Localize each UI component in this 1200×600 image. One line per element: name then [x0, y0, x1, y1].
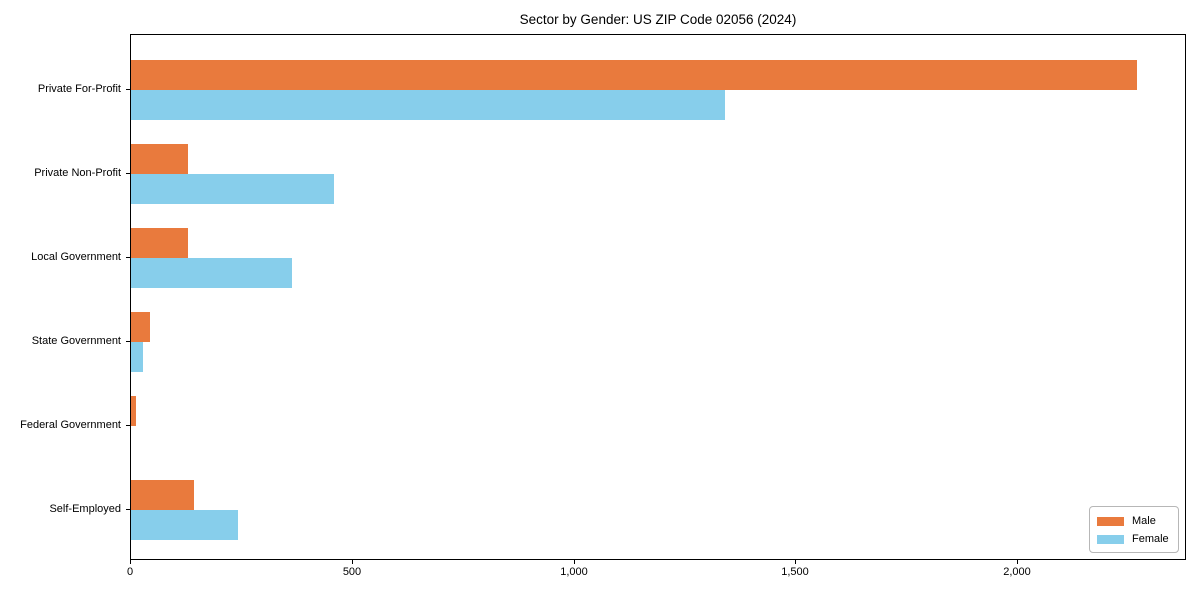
x-axis-tick-label: 500 [342, 566, 362, 578]
legend-label-female: Female [1132, 533, 1169, 545]
bar-female-2 [131, 258, 292, 288]
chart-title: Sector by Gender: US ZIP Code 02056 (202… [519, 12, 797, 27]
bar-male-3 [131, 312, 150, 342]
x-axis-tick [574, 560, 575, 564]
x-axis-tick-label: 2,000 [1003, 566, 1031, 578]
bar-male-2 [131, 228, 188, 258]
legend-entry-female: Female [1090, 530, 1178, 548]
bar-female-3 [131, 342, 143, 372]
bar-female-0 [131, 90, 725, 120]
y-axis-label: Federal Government [20, 419, 121, 431]
y-axis-label: Private Non-Profit [34, 167, 121, 179]
bar-male-5 [131, 480, 194, 510]
y-axis-tick [126, 257, 130, 258]
x-axis-tick-label: 0 [126, 566, 134, 578]
x-axis-tick [1017, 560, 1018, 564]
y-axis-tick [126, 425, 130, 426]
x-axis-tick [130, 560, 131, 564]
y-axis-tick [126, 341, 130, 342]
y-axis-label: Self-Employed [49, 503, 121, 515]
legend-swatch-male [1097, 516, 1124, 526]
bar-female-1 [131, 174, 334, 204]
legend-entry-male: Male [1090, 512, 1178, 530]
y-axis-tick [126, 89, 130, 90]
legend-label-male: Male [1132, 515, 1156, 527]
plot-area [130, 34, 1186, 560]
x-axis-tick-label: 1,500 [781, 566, 809, 578]
y-axis-label: Local Government [31, 251, 121, 263]
y-axis-label: Private For-Profit [37, 83, 121, 95]
bar-female-5 [131, 510, 238, 540]
legend: Male Female [1089, 506, 1179, 553]
x-axis-tick [352, 560, 353, 564]
bar-male-0 [131, 60, 1137, 90]
y-axis-label: State Government [31, 335, 121, 347]
y-axis-tick [126, 509, 130, 510]
bar-male-4 [131, 396, 136, 426]
x-axis-tick-label: 1,000 [560, 566, 588, 578]
bar-male-1 [131, 144, 188, 174]
x-axis-tick [795, 560, 796, 564]
legend-swatch-female [1097, 534, 1124, 544]
y-axis-tick [126, 173, 130, 174]
